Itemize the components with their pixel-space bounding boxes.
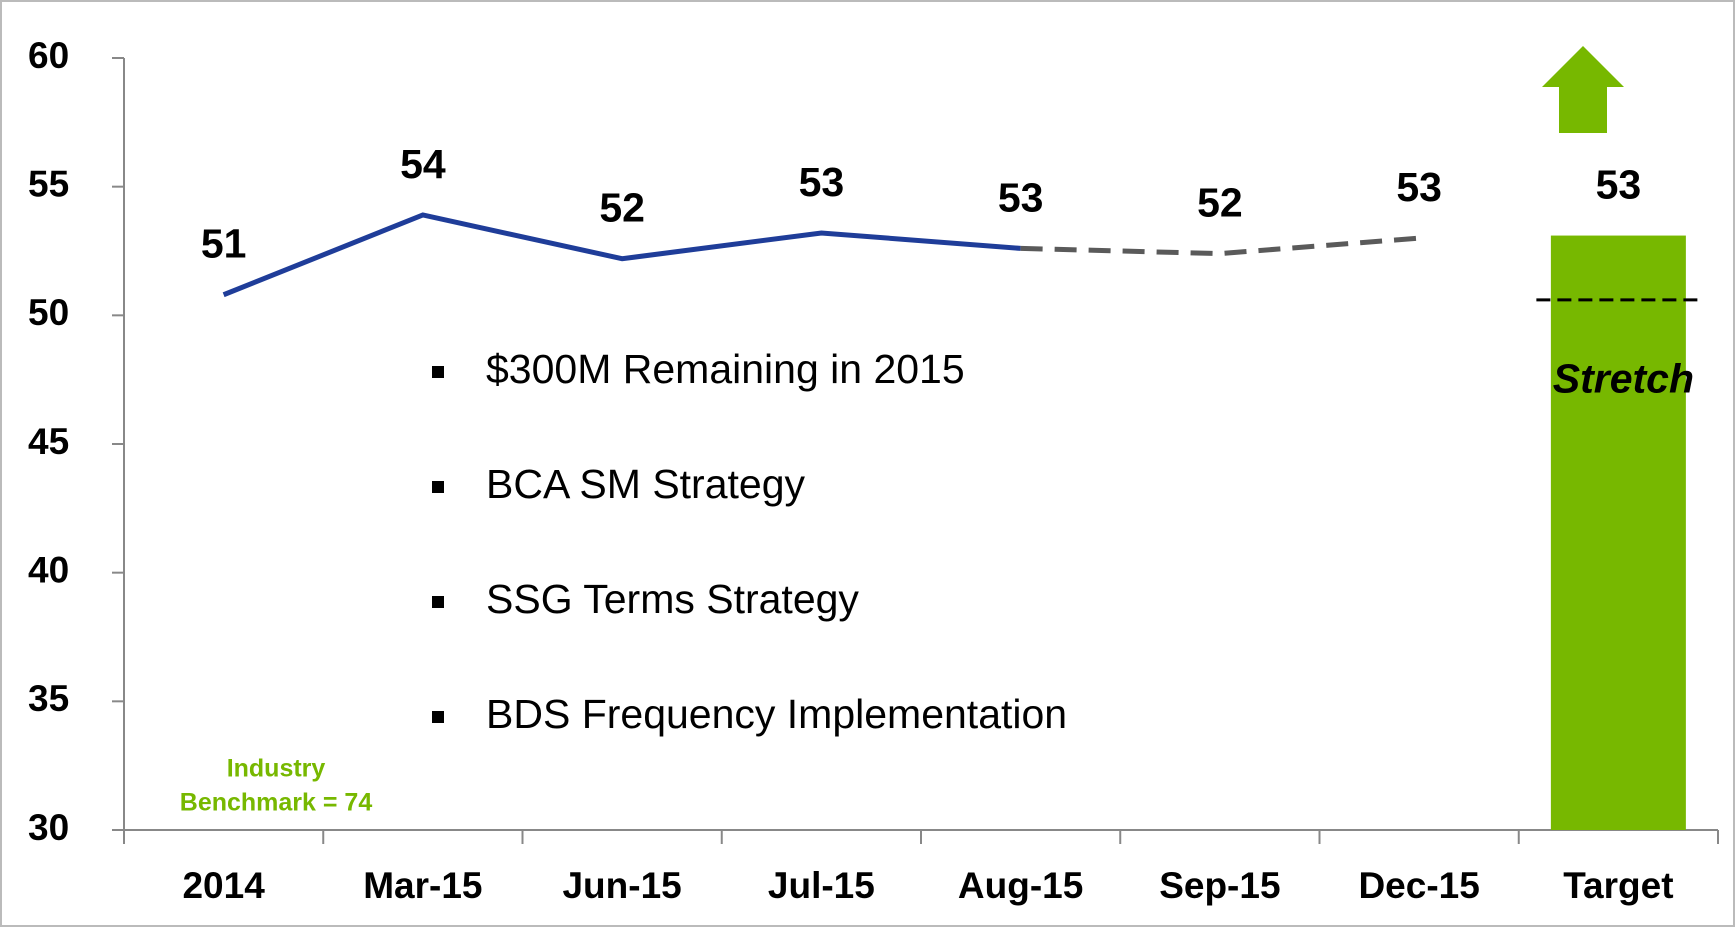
bullet-marker [432, 711, 444, 723]
x-tick-label: Dec-15 [1358, 865, 1479, 906]
x-tick-label: Aug-15 [958, 865, 1083, 906]
bullet-marker [432, 366, 444, 378]
y-tick-label: 30 [28, 807, 69, 848]
value-label: 53 [1396, 164, 1442, 210]
value-label: 53 [799, 159, 845, 205]
benchmark-text: Industry [227, 755, 326, 783]
x-tick-label: Jun-15 [562, 865, 681, 906]
bullet-text: $300M Remaining in 2015 [486, 346, 965, 392]
bullet-text: BCA SM Strategy [486, 461, 806, 507]
y-tick-label: 35 [28, 678, 69, 719]
x-tick-label: Jul-15 [768, 865, 875, 906]
value-label: 51 [201, 221, 247, 267]
x-tick-label: 2014 [182, 865, 265, 906]
bullet-marker [432, 481, 444, 493]
value-label: 52 [599, 185, 645, 231]
bullet-text: SSG Terms Strategy [486, 576, 859, 622]
y-tick-label: 55 [28, 163, 69, 204]
bullet-text: BDS Frequency Implementation [486, 691, 1067, 737]
y-tick-label: 40 [28, 549, 69, 590]
value-label: 54 [400, 141, 446, 187]
bullet-marker [432, 596, 444, 608]
value-label: 53 [998, 174, 1044, 220]
line [222, 212, 1021, 298]
x-tick-label: Mar-15 [363, 865, 482, 906]
target-bar [1550, 235, 1686, 830]
value-label: 52 [1197, 179, 1243, 225]
y-tick-label: 60 [28, 35, 69, 76]
y-tick-label: 45 [28, 421, 69, 462]
forecast-line [1020, 235, 1420, 257]
stretch-label: Stretch [1553, 356, 1694, 402]
x-tick-label: Sep-15 [1159, 865, 1280, 906]
y-tick-label: 50 [28, 292, 69, 333]
benchmark-text: Benchmark = 74 [180, 789, 373, 817]
value-label: 53 [1596, 161, 1642, 207]
x-tick-label: Target [1563, 865, 1673, 906]
up-arrow [1542, 46, 1624, 133]
